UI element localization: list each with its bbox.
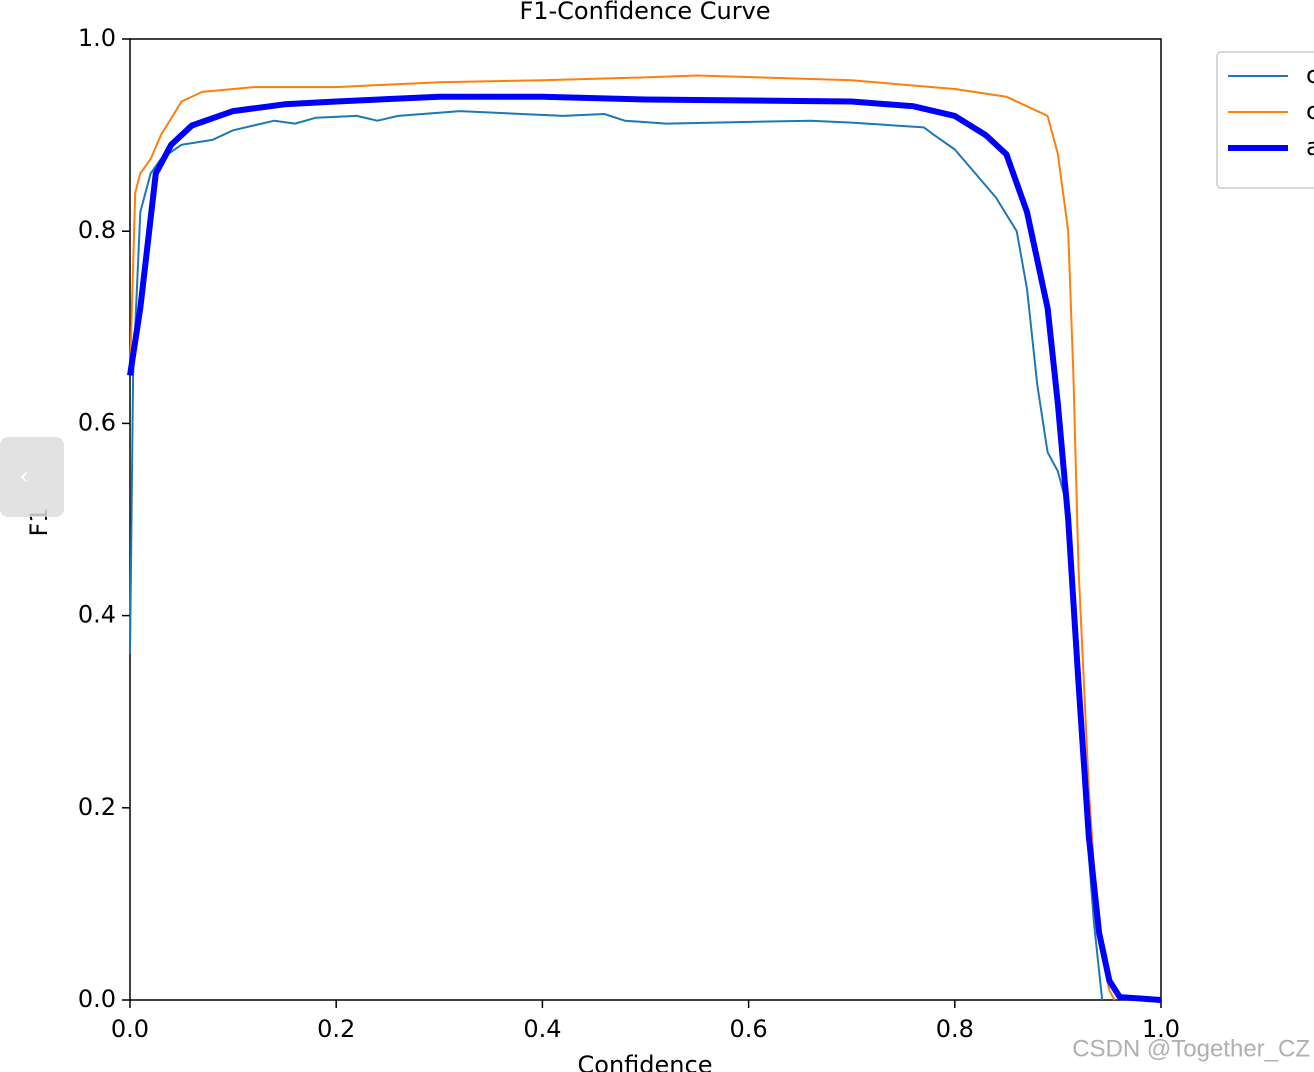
x-tick-label: 0.8 (936, 1015, 974, 1043)
legend-label: c (1306, 61, 1314, 89)
series-line (127, 93, 1162, 1003)
y-tick-label: 0.2 (78, 793, 116, 821)
series-line (129, 74, 1116, 1001)
back-button[interactable] (0, 437, 64, 517)
watermark: CSDN @Together_CZ (1072, 1035, 1310, 1062)
x-tick-label: 0.2 (317, 1015, 355, 1043)
legend-label: a (1306, 133, 1314, 161)
y-tick-label: 0.0 (78, 985, 116, 1013)
x-tick-label: 0.4 (523, 1015, 561, 1043)
x-tick-label: 0.6 (730, 1015, 768, 1043)
y-tick-label: 1.0 (78, 24, 116, 52)
plot-frame (129, 38, 1162, 1001)
chart-title: F1-Confidence Curve (519, 0, 770, 25)
x-axis-label: Confidence (578, 1051, 713, 1072)
legend-label: c (1306, 97, 1314, 125)
back-button-icon[interactable]: ‹ (19, 462, 29, 490)
x-tick-label: 0.0 (111, 1015, 149, 1043)
y-tick-label: 0.6 (78, 408, 116, 436)
y-tick-label: 0.8 (78, 216, 116, 244)
y-tick-label: 0.4 (78, 601, 116, 629)
series-line (129, 110, 1104, 1001)
x-tick-label: 1.0 (1142, 1015, 1180, 1043)
legend-box (1216, 51, 1314, 189)
